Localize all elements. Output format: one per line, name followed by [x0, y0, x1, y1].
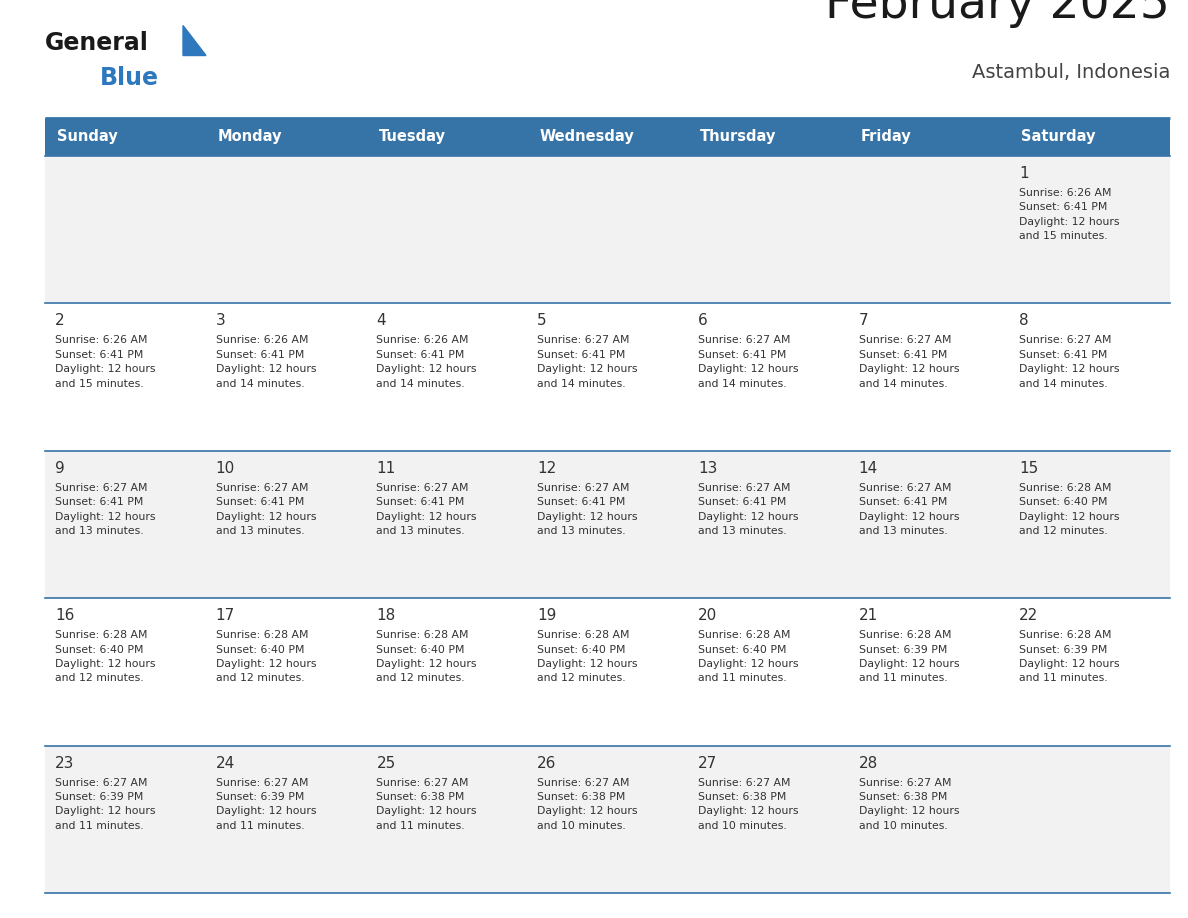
Text: 10: 10 — [216, 461, 235, 476]
Bar — [45, 304, 1170, 451]
Text: Tuesday: Tuesday — [379, 129, 446, 144]
Text: Sunrise: 6:28 AM
Sunset: 6:40 PM
Daylight: 12 hours
and 12 minutes.: Sunrise: 6:28 AM Sunset: 6:40 PM Dayligh… — [537, 630, 638, 683]
Text: Sunrise: 6:27 AM
Sunset: 6:41 PM
Daylight: 12 hours
and 13 minutes.: Sunrise: 6:27 AM Sunset: 6:41 PM Dayligh… — [859, 483, 959, 536]
Text: 23: 23 — [55, 756, 75, 770]
Text: 12: 12 — [537, 461, 556, 476]
Text: 21: 21 — [859, 609, 878, 623]
Text: 16: 16 — [55, 609, 75, 623]
Text: Sunrise: 6:27 AM
Sunset: 6:41 PM
Daylight: 12 hours
and 13 minutes.: Sunrise: 6:27 AM Sunset: 6:41 PM Dayligh… — [216, 483, 316, 536]
Text: 6: 6 — [697, 313, 708, 329]
Bar — [45, 156, 1170, 304]
Bar — [45, 599, 1170, 745]
Text: Sunrise: 6:27 AM
Sunset: 6:38 PM
Daylight: 12 hours
and 10 minutes.: Sunrise: 6:27 AM Sunset: 6:38 PM Dayligh… — [537, 778, 638, 831]
Text: Sunrise: 6:27 AM
Sunset: 6:41 PM
Daylight: 12 hours
and 13 minutes.: Sunrise: 6:27 AM Sunset: 6:41 PM Dayligh… — [377, 483, 476, 536]
Text: Sunrise: 6:27 AM
Sunset: 6:39 PM
Daylight: 12 hours
and 11 minutes.: Sunrise: 6:27 AM Sunset: 6:39 PM Dayligh… — [55, 778, 156, 831]
Text: 1: 1 — [1019, 166, 1029, 181]
Text: 7: 7 — [859, 313, 868, 329]
Text: 13: 13 — [697, 461, 718, 476]
Text: General: General — [45, 31, 148, 55]
Bar — [45, 118, 1170, 156]
Text: 3: 3 — [216, 313, 226, 329]
Text: Sunrise: 6:27 AM
Sunset: 6:38 PM
Daylight: 12 hours
and 11 minutes.: Sunrise: 6:27 AM Sunset: 6:38 PM Dayligh… — [377, 778, 476, 831]
Text: Sunrise: 6:28 AM
Sunset: 6:39 PM
Daylight: 12 hours
and 11 minutes.: Sunrise: 6:28 AM Sunset: 6:39 PM Dayligh… — [1019, 630, 1120, 683]
Text: Sunrise: 6:26 AM
Sunset: 6:41 PM
Daylight: 12 hours
and 15 minutes.: Sunrise: 6:26 AM Sunset: 6:41 PM Dayligh… — [1019, 188, 1120, 241]
Text: Sunrise: 6:28 AM
Sunset: 6:40 PM
Daylight: 12 hours
and 12 minutes.: Sunrise: 6:28 AM Sunset: 6:40 PM Dayligh… — [1019, 483, 1120, 536]
Text: Astambul, Indonesia: Astambul, Indonesia — [972, 63, 1170, 82]
Text: Blue: Blue — [100, 66, 159, 90]
Text: 20: 20 — [697, 609, 718, 623]
Text: 27: 27 — [697, 756, 718, 770]
Text: Sunrise: 6:28 AM
Sunset: 6:40 PM
Daylight: 12 hours
and 12 minutes.: Sunrise: 6:28 AM Sunset: 6:40 PM Dayligh… — [55, 630, 156, 683]
Text: Sunrise: 6:28 AM
Sunset: 6:40 PM
Daylight: 12 hours
and 12 minutes.: Sunrise: 6:28 AM Sunset: 6:40 PM Dayligh… — [216, 630, 316, 683]
Text: Monday: Monday — [217, 129, 283, 144]
Text: Sunrise: 6:28 AM
Sunset: 6:40 PM
Daylight: 12 hours
and 11 minutes.: Sunrise: 6:28 AM Sunset: 6:40 PM Dayligh… — [697, 630, 798, 683]
Text: 24: 24 — [216, 756, 235, 770]
Text: 17: 17 — [216, 609, 235, 623]
Text: Sunrise: 6:28 AM
Sunset: 6:39 PM
Daylight: 12 hours
and 11 minutes.: Sunrise: 6:28 AM Sunset: 6:39 PM Dayligh… — [859, 630, 959, 683]
Text: February 2025: February 2025 — [826, 0, 1170, 28]
Text: 2: 2 — [55, 313, 64, 329]
Text: Sunrise: 6:26 AM
Sunset: 6:41 PM
Daylight: 12 hours
and 15 minutes.: Sunrise: 6:26 AM Sunset: 6:41 PM Dayligh… — [55, 335, 156, 388]
Text: 26: 26 — [537, 756, 556, 770]
Text: 5: 5 — [537, 313, 546, 329]
Text: Sunrise: 6:27 AM
Sunset: 6:41 PM
Daylight: 12 hours
and 13 minutes.: Sunrise: 6:27 AM Sunset: 6:41 PM Dayligh… — [55, 483, 156, 536]
Text: 8: 8 — [1019, 313, 1029, 329]
Text: Sunrise: 6:27 AM
Sunset: 6:39 PM
Daylight: 12 hours
and 11 minutes.: Sunrise: 6:27 AM Sunset: 6:39 PM Dayligh… — [216, 778, 316, 831]
Text: 28: 28 — [859, 756, 878, 770]
Text: Sunday: Sunday — [57, 129, 118, 144]
Text: Sunrise: 6:27 AM
Sunset: 6:41 PM
Daylight: 12 hours
and 14 minutes.: Sunrise: 6:27 AM Sunset: 6:41 PM Dayligh… — [859, 335, 959, 388]
Text: 4: 4 — [377, 313, 386, 329]
Text: Sunrise: 6:27 AM
Sunset: 6:41 PM
Daylight: 12 hours
and 13 minutes.: Sunrise: 6:27 AM Sunset: 6:41 PM Dayligh… — [537, 483, 638, 536]
Text: Sunrise: 6:26 AM
Sunset: 6:41 PM
Daylight: 12 hours
and 14 minutes.: Sunrise: 6:26 AM Sunset: 6:41 PM Dayligh… — [216, 335, 316, 388]
Bar — [45, 451, 1170, 599]
Text: Sunrise: 6:28 AM
Sunset: 6:40 PM
Daylight: 12 hours
and 12 minutes.: Sunrise: 6:28 AM Sunset: 6:40 PM Dayligh… — [377, 630, 476, 683]
Text: Saturday: Saturday — [1022, 129, 1095, 144]
Text: Sunrise: 6:27 AM
Sunset: 6:41 PM
Daylight: 12 hours
and 13 minutes.: Sunrise: 6:27 AM Sunset: 6:41 PM Dayligh… — [697, 483, 798, 536]
Polygon shape — [183, 26, 206, 55]
Text: Sunrise: 6:27 AM
Sunset: 6:41 PM
Daylight: 12 hours
and 14 minutes.: Sunrise: 6:27 AM Sunset: 6:41 PM Dayligh… — [537, 335, 638, 388]
Text: 14: 14 — [859, 461, 878, 476]
Text: Wednesday: Wednesday — [539, 129, 634, 144]
Text: 9: 9 — [55, 461, 65, 476]
Text: Thursday: Thursday — [700, 129, 776, 144]
Text: Sunrise: 6:27 AM
Sunset: 6:38 PM
Daylight: 12 hours
and 10 minutes.: Sunrise: 6:27 AM Sunset: 6:38 PM Dayligh… — [859, 778, 959, 831]
Text: Friday: Friday — [860, 129, 911, 144]
Text: 25: 25 — [377, 756, 396, 770]
Text: 11: 11 — [377, 461, 396, 476]
Text: Sunrise: 6:27 AM
Sunset: 6:41 PM
Daylight: 12 hours
and 14 minutes.: Sunrise: 6:27 AM Sunset: 6:41 PM Dayligh… — [697, 335, 798, 388]
Text: 18: 18 — [377, 609, 396, 623]
Text: 22: 22 — [1019, 609, 1038, 623]
Text: 19: 19 — [537, 609, 556, 623]
Text: Sunrise: 6:26 AM
Sunset: 6:41 PM
Daylight: 12 hours
and 14 minutes.: Sunrise: 6:26 AM Sunset: 6:41 PM Dayligh… — [377, 335, 476, 388]
Bar — [45, 745, 1170, 893]
Text: 15: 15 — [1019, 461, 1038, 476]
Text: Sunrise: 6:27 AM
Sunset: 6:41 PM
Daylight: 12 hours
and 14 minutes.: Sunrise: 6:27 AM Sunset: 6:41 PM Dayligh… — [1019, 335, 1120, 388]
Text: Sunrise: 6:27 AM
Sunset: 6:38 PM
Daylight: 12 hours
and 10 minutes.: Sunrise: 6:27 AM Sunset: 6:38 PM Dayligh… — [697, 778, 798, 831]
